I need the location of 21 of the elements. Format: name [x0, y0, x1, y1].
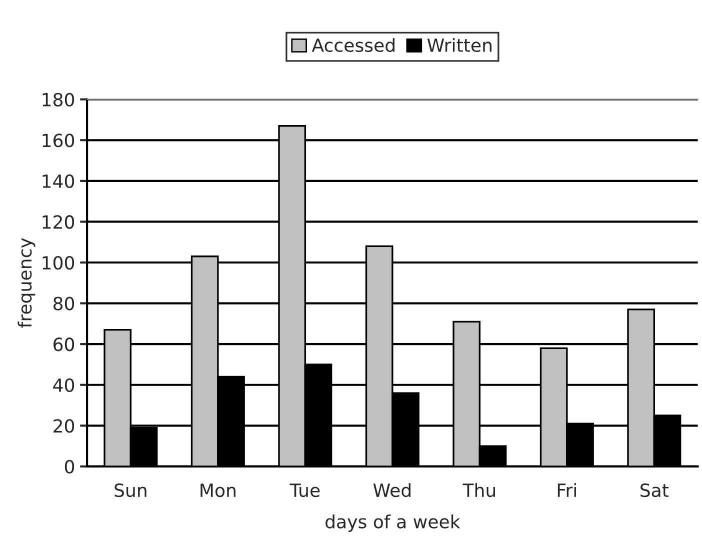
y-axis-title: frequency [18, 238, 36, 328]
y-tick-label: 60 [54, 338, 74, 352]
y-tick-label: 140 [42, 174, 74, 188]
y-tick-label: 80 [53, 296, 74, 310]
x-tick-label: Wed [373, 483, 410, 498]
y-tick-label: 180 [42, 92, 74, 106]
x-axis-title: days of a week [326, 514, 460, 532]
y-tick-label: 100 [42, 256, 74, 270]
y-tick-label: 20 [54, 419, 74, 433]
x-tick-label: Mon [200, 484, 236, 498]
x-tick-label: Sat [640, 483, 669, 498]
x-tick-label: Thu [462, 483, 495, 498]
x-tick-label: Sun [114, 483, 146, 498]
y-tick-label: 120 [42, 215, 74, 229]
x-tick-label: Fri [558, 483, 576, 497]
y-tick-label: 0 [64, 460, 74, 474]
legend-label: Written [427, 38, 492, 52]
y-tick-label: 40 [53, 378, 74, 392]
legend-label: Accessed [312, 38, 394, 52]
y-tick-label: 160 [42, 134, 74, 148]
x-tick-label: Tue [290, 484, 320, 498]
